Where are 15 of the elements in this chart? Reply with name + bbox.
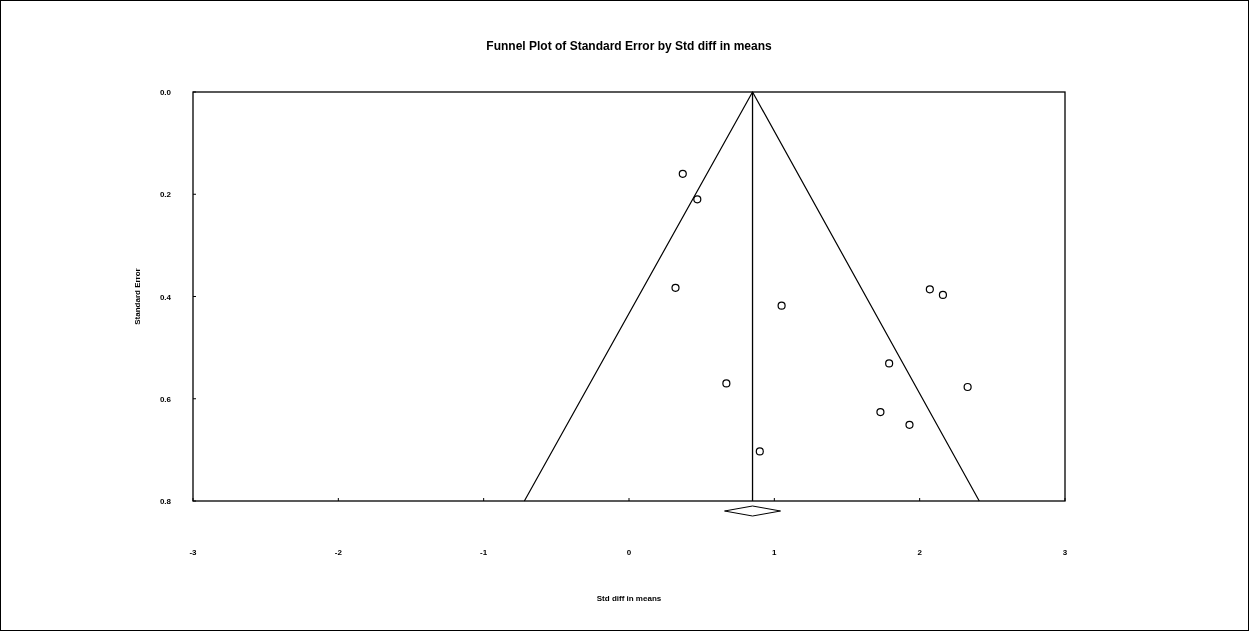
x-axis-title: Std diff in means bbox=[596, 594, 662, 603]
x-tick-label: 2 bbox=[917, 548, 923, 557]
x-tick-label: 1 bbox=[772, 548, 778, 557]
x-tick-label: 3 bbox=[1062, 548, 1068, 557]
y-tick-label: 0.8 bbox=[159, 497, 172, 506]
chart-title: Funnel Plot of Standard Error by Std diff in means bbox=[486, 39, 772, 53]
y-axis-title: Standard Error bbox=[133, 268, 142, 325]
y-tick-label: 0.0 bbox=[159, 88, 172, 97]
x-tick-label: 0 bbox=[626, 548, 632, 557]
y-tick-label: 0.6 bbox=[159, 394, 172, 404]
x-tick-label: -3 bbox=[189, 548, 198, 557]
y-tick-label: 0.2 bbox=[159, 190, 172, 200]
y-tick-label: 0.4 bbox=[159, 292, 172, 302]
x-tick-label: -2 bbox=[334, 548, 343, 557]
x-tick-label: -1 bbox=[480, 548, 488, 557]
